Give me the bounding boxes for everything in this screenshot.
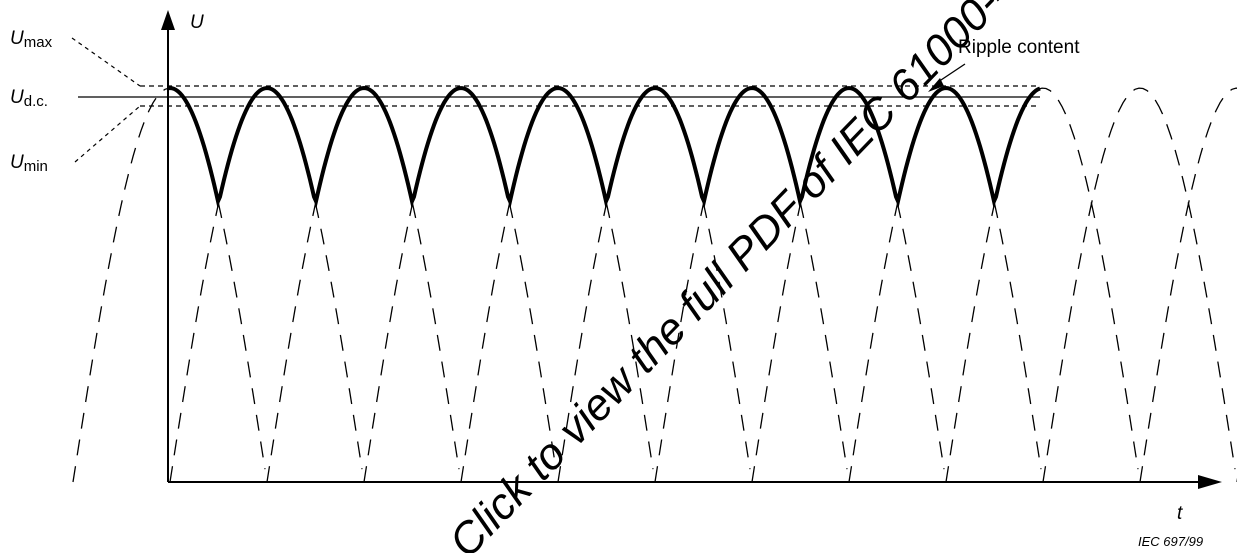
udc-label-sub: d.c. [24,93,48,110]
iec-reference: IEC 697/99 [1138,534,1203,549]
x-axis-label: t [1177,503,1183,524]
umin-leader [74,105,141,163]
umin-label-main: U [10,152,24,173]
ripple-pointer-arrowhead [928,78,944,92]
ripple-annotation: Ripple content [928,37,1080,92]
umax-leader [71,37,141,87]
levels [71,37,1040,163]
y-axis-label: U [190,12,204,33]
half-wave-b-6 [1139,87,1237,483]
half-wave-b-2 [363,87,557,483]
umin-label: Umin [10,152,48,175]
half-wave-b-5 [945,87,1139,483]
axes [161,10,1222,489]
umax-label-sub: max [24,34,53,51]
watermark: Click to view the full PDF of IEC 61000-… [440,0,1147,553]
x-axis-arrow [1198,475,1222,489]
rectified-waves [72,87,1237,483]
umax-label: Umax [10,28,53,51]
ripple-content-label: Ripple content [958,37,1080,58]
udc-label: Ud.c. [10,87,48,110]
half-wave-a-2 [266,87,460,483]
umin-label-sub: min [24,158,48,175]
ripple-pointer-line [937,63,966,83]
umax-label-main: U [10,28,24,49]
half-wave-b-1 [169,87,363,483]
ripple-envelope [167,85,1041,208]
y-axis-arrow [161,10,175,30]
half-wave-a-6 [1042,87,1236,483]
udc-label-main: U [10,87,24,108]
